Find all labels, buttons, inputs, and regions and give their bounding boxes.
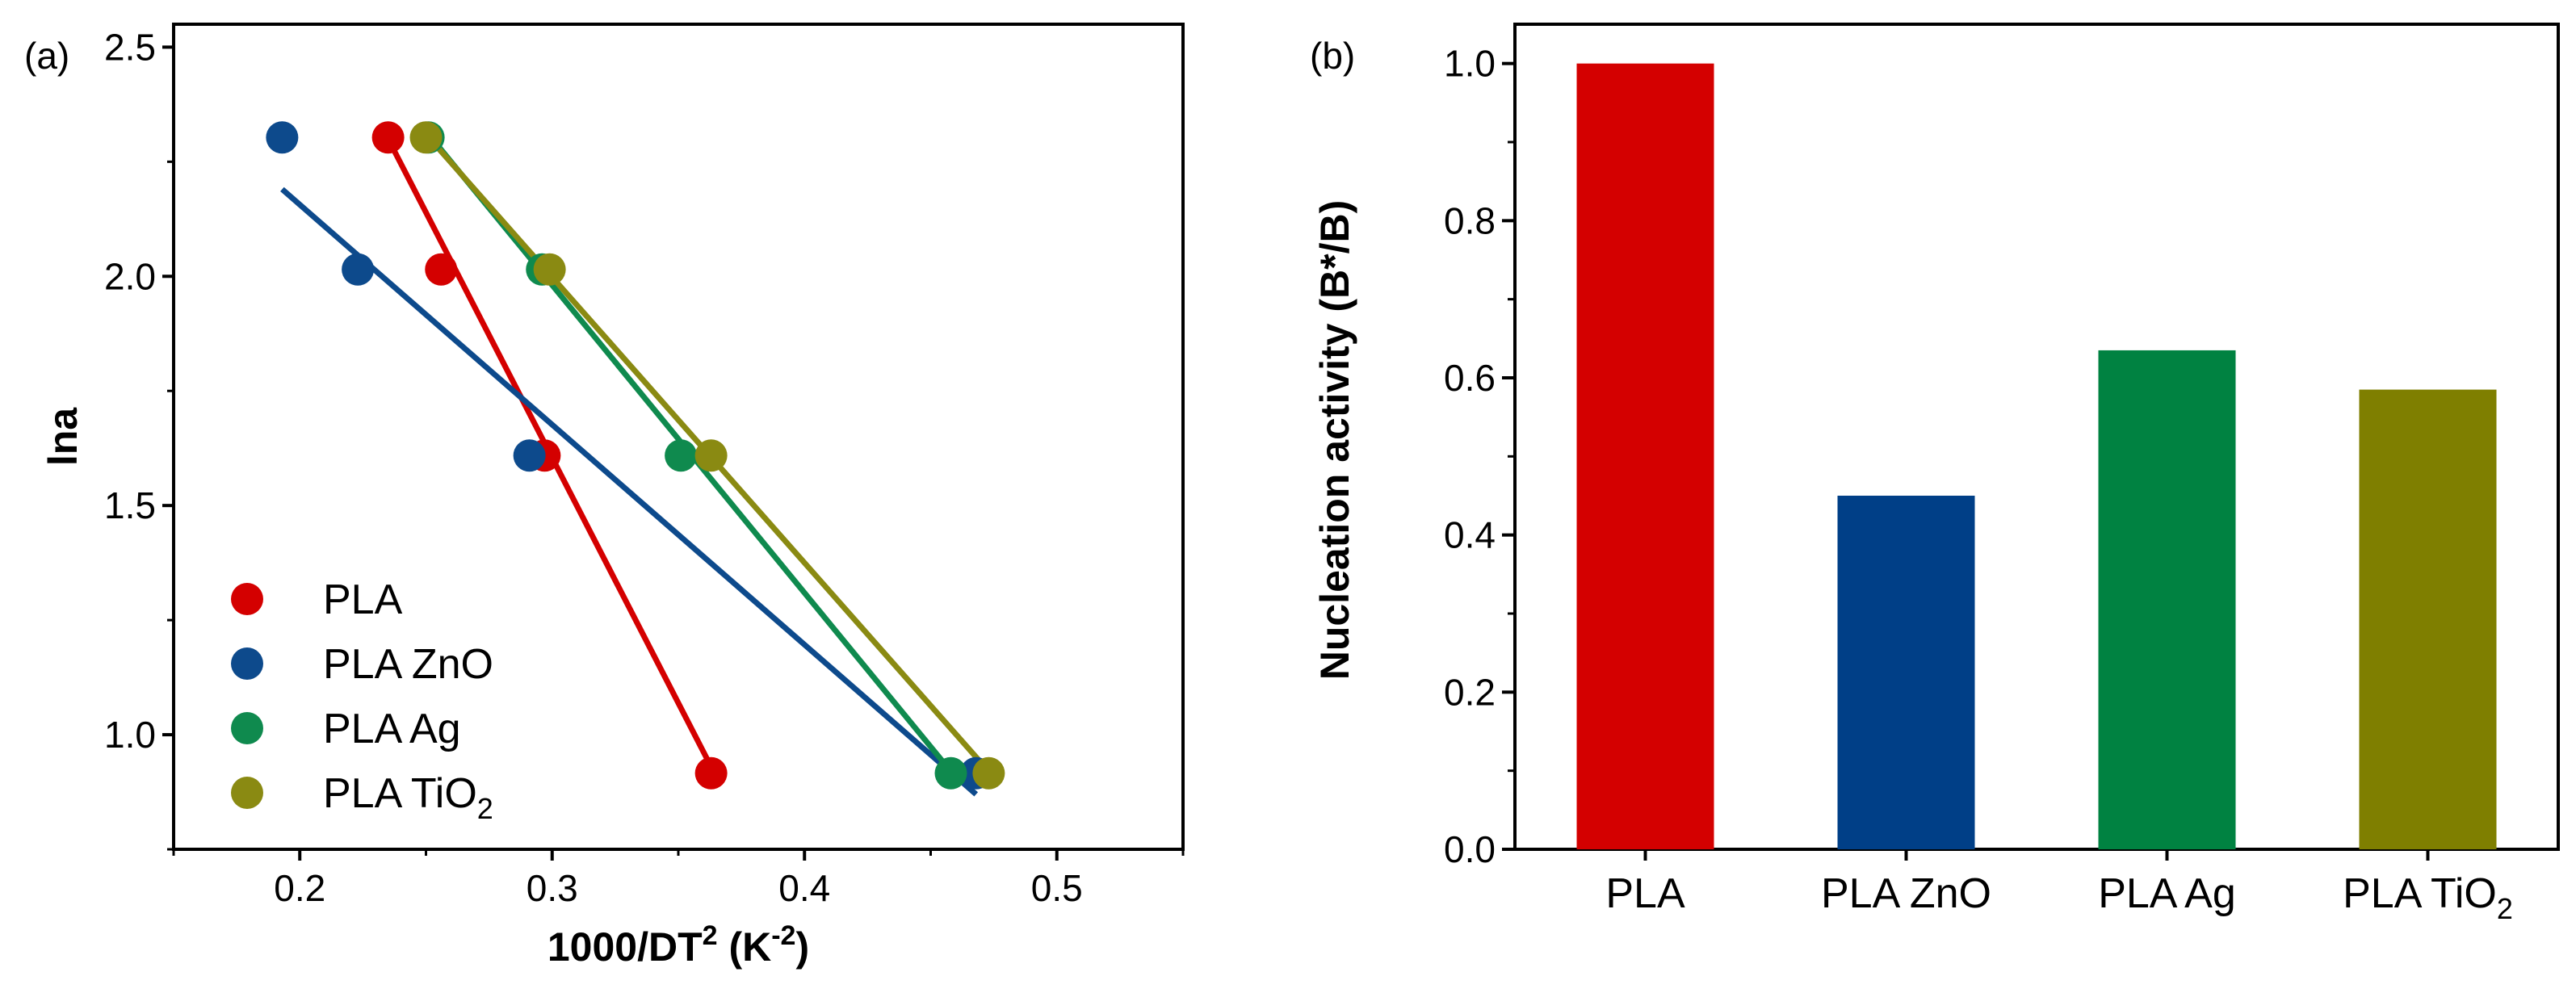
x-tick-label: PLA Ag <box>2098 870 2236 917</box>
panel-b-label: (b) <box>1310 35 1355 77</box>
y-tick-label: 1.0 <box>1444 43 1496 85</box>
panel-a-legend: PLA PLA ZnO PLA Ag PLA TiO2 <box>231 576 493 825</box>
bar <box>2359 389 2497 850</box>
scatter-point <box>972 756 1005 790</box>
y-tick-label: 0.4 <box>1444 514 1496 556</box>
bar <box>1837 496 1975 849</box>
scatter-point <box>425 253 458 286</box>
y-tick-label: 0.2 <box>1444 671 1496 713</box>
scatter-point <box>694 756 728 790</box>
legend-label: PLA ZnO <box>323 641 493 688</box>
y-tick-label: 0.0 <box>1444 828 1496 870</box>
x-tick-label: PLA <box>1605 870 1685 917</box>
panel-b-y-axis-label: Nucleation activity (B*/B) <box>1312 200 1357 681</box>
y-tick-label: 1.0 <box>104 714 156 756</box>
legend-marker <box>231 777 263 809</box>
scatter-point <box>694 439 728 472</box>
panel-b-y-ticks: 0.0 0.2 0.4 0.6 0.8 1.0 <box>1444 43 1515 870</box>
panel-a-y-ticks: 1.0 1.5 2.0 2.5 <box>104 26 174 851</box>
fit-line <box>280 186 979 797</box>
panel-a-label: (a) <box>24 35 69 77</box>
legend-label: PLA TiO2 <box>323 770 493 825</box>
scatter-point <box>266 121 299 154</box>
x-tick-label: 0.5 <box>1031 867 1083 909</box>
x-tick-label: 0.4 <box>778 867 830 909</box>
y-tick-label: 2.0 <box>104 255 156 297</box>
scatter-point <box>513 439 546 472</box>
panel-a-scatter: (a) 0.2 0.3 0.4 0.5 1.0 1.5 2.0 2.5 PLA PLA ZnO… <box>24 23 1185 970</box>
x-tick-label: PLA TiO2 <box>2343 870 2513 925</box>
scatter-point <box>409 121 443 154</box>
panel-a-x-axis-label: 1000/DT2 (K-2) <box>548 920 809 970</box>
y-tick-label: 0.6 <box>1444 357 1496 399</box>
panel-b-x-tick-labels: PLA PLA ZnO PLA Ag PLA TiO2 <box>1605 849 2513 925</box>
scatter-point <box>371 121 405 154</box>
scatter-point <box>934 756 967 790</box>
legend-marker <box>231 647 263 680</box>
x-tick-label: 0.2 <box>274 867 325 909</box>
bar <box>2098 350 2236 849</box>
scatter-point <box>342 253 375 286</box>
x-tick-label: PLA ZnO <box>1821 870 1991 917</box>
panel-a-fit-lines <box>280 132 991 797</box>
bar <box>1576 63 1714 849</box>
legend-marker <box>231 712 263 744</box>
y-tick-label: 2.5 <box>104 26 156 68</box>
panel-b-bar: (b) 0.00.20.40.60.81.0 PLA PLA ZnO PLA Ag P… <box>1310 23 2560 925</box>
y-tick-label: 0.8 <box>1444 199 1496 241</box>
panel-a-y-axis-label: lna <box>40 407 86 466</box>
panel-a-points <box>266 121 1005 790</box>
panel-b-bars <box>1576 63 2497 850</box>
panel-a-x-ticks: 0.2 0.3 0.4 0.5 <box>172 849 1185 909</box>
legend-label: PLA <box>323 576 403 623</box>
panel-b-frame <box>1513 23 2560 851</box>
x-tick-label: 0.3 <box>527 867 578 909</box>
legend-marker <box>231 583 263 615</box>
scatter-point <box>533 253 566 286</box>
scatter-point <box>665 439 698 472</box>
y-tick-label: 1.5 <box>104 484 156 526</box>
legend-label: PLA Ag <box>323 706 461 752</box>
